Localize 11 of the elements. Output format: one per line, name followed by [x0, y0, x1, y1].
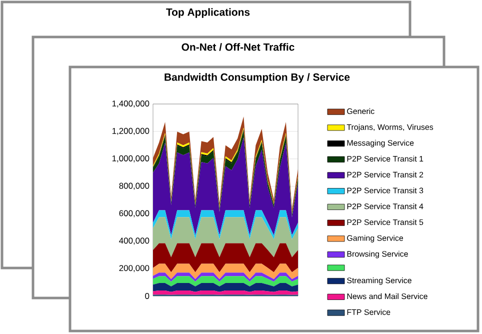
chart-title: Bandwidth Consumption By / Service — [164, 73, 350, 83]
y-tick-label: 200,000 — [119, 265, 150, 272]
text: On-Net / Off-Net Traffic — [182, 43, 294, 51]
y-tick-label: 1,200,000 — [112, 128, 150, 135]
y-tick-label: 400,000 — [119, 238, 150, 245]
y-tick-label: 800,000 — [119, 182, 150, 190]
text: Top Applications — [166, 8, 250, 18]
y-tick-label: 1,400,000 — [112, 100, 150, 108]
y-tick-label: 600,000 — [119, 210, 150, 218]
y-tick-label: 1,000,000 — [112, 155, 150, 162]
y-tick-label: 0 — [145, 293, 150, 299]
